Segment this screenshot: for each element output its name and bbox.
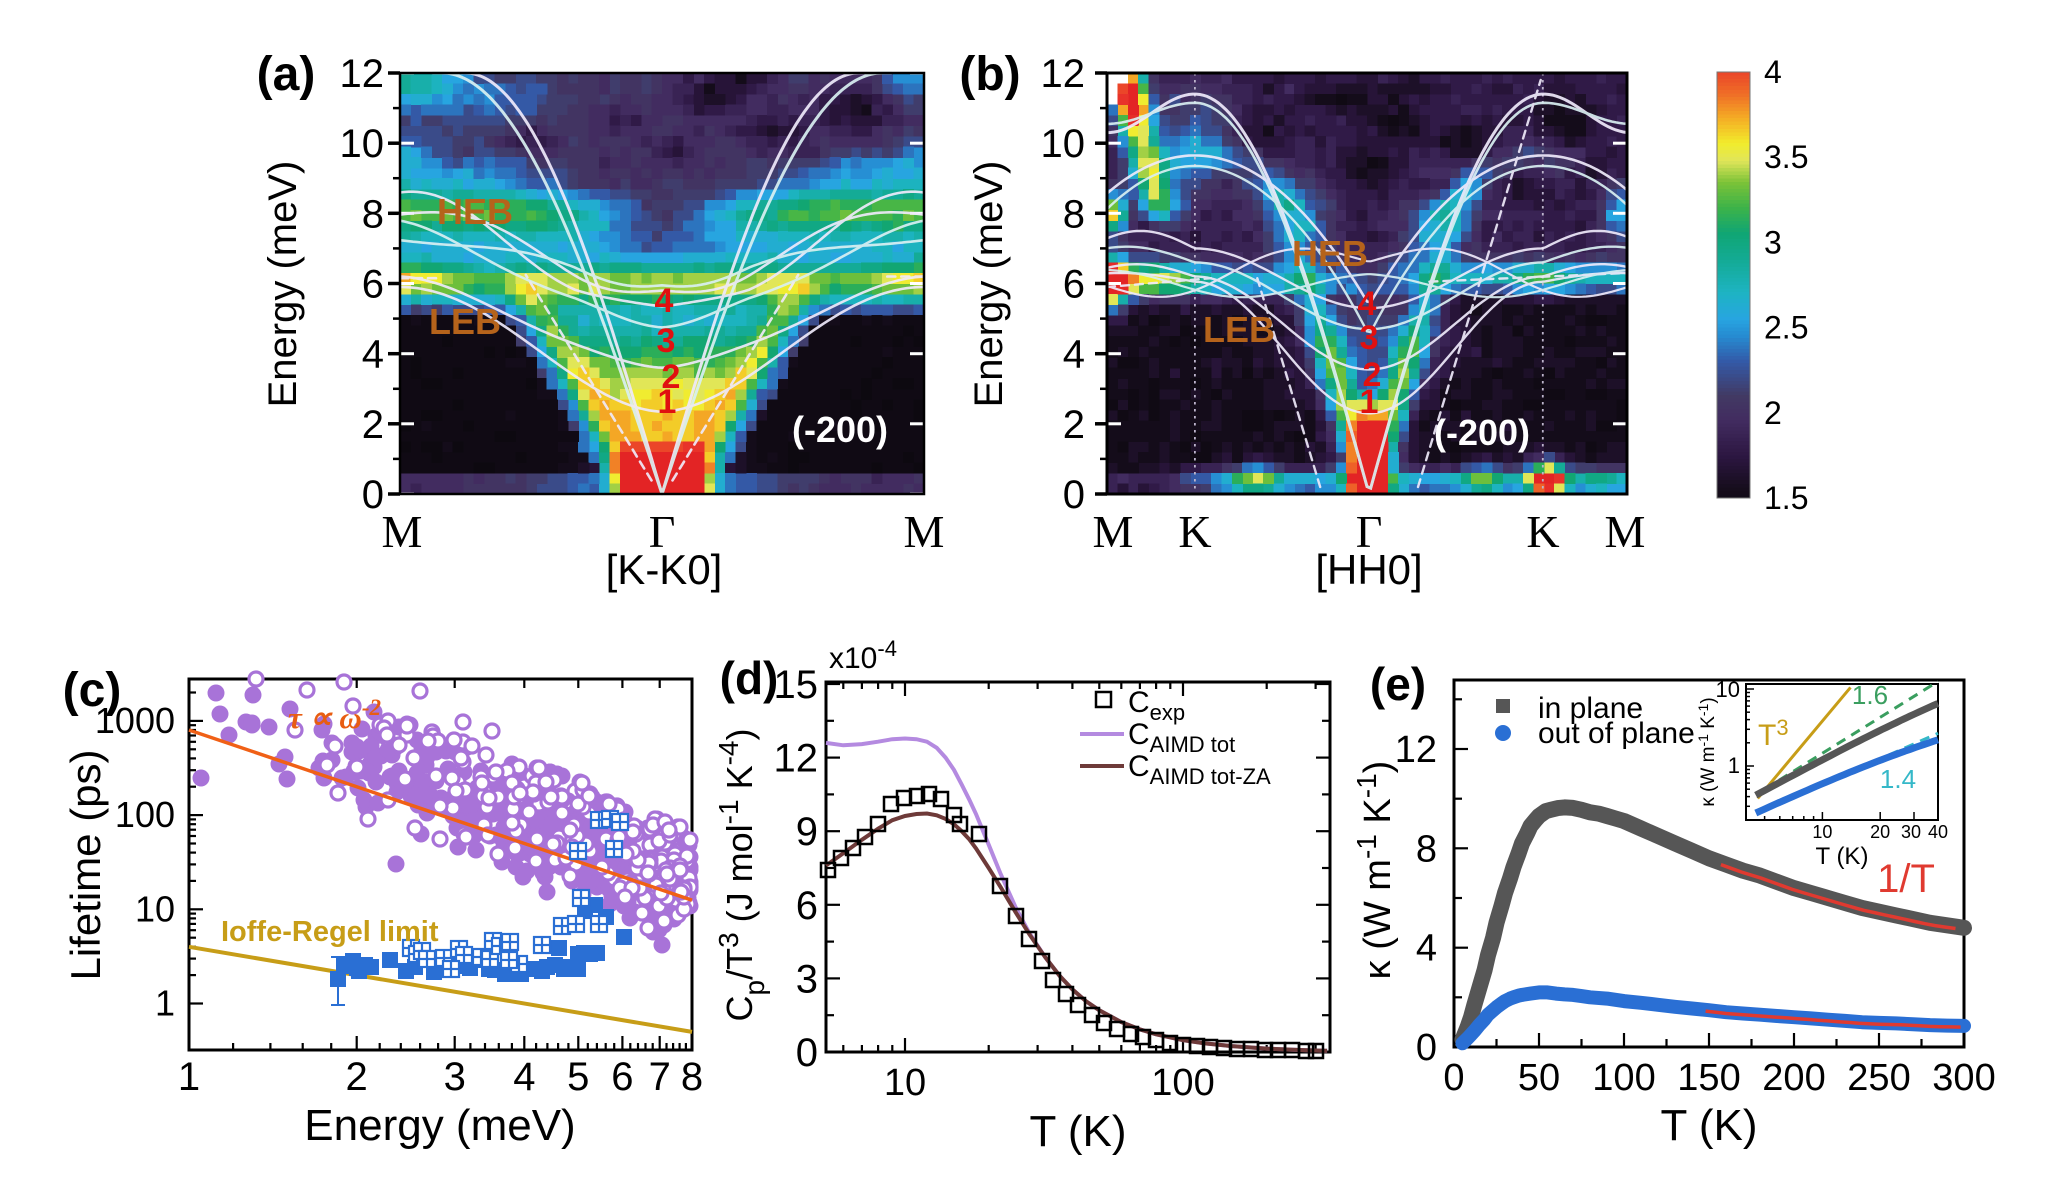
svg-text:LEB: LEB (429, 301, 501, 342)
svg-text:3: 3 (796, 957, 818, 1001)
svg-text:Energy (meV): Energy (meV) (261, 161, 305, 408)
svg-text:7: 7 (649, 1055, 671, 1099)
svg-text:4: 4 (513, 1055, 535, 1099)
svg-text:30: 30 (1901, 822, 1921, 842)
svg-text:2: 2 (1363, 356, 1382, 394)
svg-text:2.5: 2.5 (1764, 310, 1808, 346)
svg-text:1.6: 1.6 (1852, 680, 1888, 710)
svg-text:3.5: 3.5 (1764, 139, 1808, 175)
svg-text:out of plane: out of plane (1538, 717, 1695, 750)
svg-text:Ioffe-Regel limit: Ioffe-Regel limit (221, 916, 439, 948)
svg-text:10: 10 (1041, 122, 1086, 166)
svg-text:0: 0 (1063, 473, 1085, 517)
svg-text:M: M (904, 506, 945, 557)
svg-text:2: 2 (346, 1055, 368, 1099)
svg-text:3: 3 (657, 322, 676, 360)
svg-text:(-200): (-200) (1434, 412, 1530, 453)
svg-text:40: 40 (1928, 822, 1948, 842)
svg-text:8: 8 (1416, 828, 1437, 870)
svg-text:Energy (meV): Energy (meV) (304, 1101, 575, 1150)
svg-text:9: 9 (796, 810, 818, 854)
svg-text:(c): (c) (63, 664, 122, 717)
svg-text:6: 6 (611, 1055, 633, 1099)
svg-text:2: 2 (1764, 395, 1782, 431)
svg-text:12: 12 (340, 52, 385, 96)
svg-text:200: 200 (1762, 1057, 1825, 1099)
svg-text:T (K): T (K) (1816, 843, 1869, 870)
svg-text:(a): (a) (257, 48, 316, 101)
svg-text:2: 2 (362, 403, 384, 447)
svg-text:1/T: 1/T (1877, 857, 1935, 901)
svg-text:50: 50 (1518, 1057, 1560, 1099)
svg-text:15: 15 (774, 663, 819, 707)
svg-text:Γ: Γ (1356, 506, 1383, 557)
svg-text:(-200): (-200) (792, 409, 888, 450)
svg-text:M: M (1093, 506, 1134, 557)
svg-text:4: 4 (1358, 285, 1377, 323)
svg-text:8: 8 (362, 192, 384, 236)
svg-text:100: 100 (1151, 1062, 1214, 1104)
svg-text:1: 1 (178, 1055, 200, 1099)
svg-text:0: 0 (796, 1031, 818, 1075)
svg-text:10: 10 (884, 1062, 926, 1104)
svg-text:LEB: LEB (1203, 309, 1275, 350)
svg-text:4: 4 (655, 282, 674, 320)
svg-text:3: 3 (444, 1055, 466, 1099)
svg-text:3: 3 (1360, 319, 1379, 357)
svg-text:[HH0]: [HH0] (1315, 546, 1422, 593)
svg-text:10: 10 (340, 122, 385, 166)
svg-text:10: 10 (1716, 677, 1740, 702)
svg-text:M: M (1605, 506, 1646, 557)
svg-text:4: 4 (362, 333, 384, 377)
svg-text:(b): (b) (959, 48, 1020, 101)
svg-text:6: 6 (362, 263, 384, 307)
svg-text:300: 300 (1932, 1057, 1995, 1099)
svg-text:20: 20 (1870, 822, 1890, 842)
svg-text:T (K): T (K) (1661, 1101, 1758, 1150)
svg-text:K: K (1178, 506, 1211, 557)
svg-text:4: 4 (1416, 928, 1437, 970)
svg-text:T (K): T (K) (1030, 1107, 1127, 1156)
svg-text:K: K (1526, 506, 1559, 557)
svg-text:100: 100 (1592, 1057, 1655, 1099)
svg-text:[K-K0]: [K-K0] (606, 546, 723, 593)
svg-text:4: 4 (1063, 333, 1085, 377)
svg-text:1: 1 (155, 983, 175, 1024)
svg-text:HEB: HEB (437, 191, 513, 232)
svg-text:3: 3 (1764, 224, 1782, 260)
svg-text:1: 1 (1360, 383, 1379, 421)
svg-text:2: 2 (1063, 403, 1085, 447)
svg-text:12: 12 (1041, 52, 1086, 96)
svg-text:8: 8 (681, 1055, 703, 1099)
svg-text:10: 10 (135, 888, 175, 929)
svg-text:10: 10 (1812, 822, 1832, 842)
svg-text:(e): (e) (1370, 658, 1426, 710)
svg-text:4: 4 (1764, 54, 1782, 90)
svg-text:12: 12 (774, 737, 819, 781)
svg-text:1000: 1000 (95, 700, 175, 741)
svg-text:M: M (382, 506, 423, 557)
svg-text:100: 100 (115, 794, 175, 835)
svg-text:1.4: 1.4 (1880, 764, 1916, 794)
svg-text:1: 1 (1728, 753, 1740, 778)
svg-text:in plane: in plane (1538, 692, 1643, 725)
svg-text:5: 5 (567, 1055, 589, 1099)
svg-text:250: 250 (1847, 1057, 1910, 1099)
svg-text:Lifetime (ps): Lifetime (ps) (62, 749, 109, 980)
svg-text:0: 0 (1416, 1027, 1437, 1069)
svg-text:6: 6 (796, 884, 818, 928)
svg-text:12: 12 (1395, 729, 1437, 771)
svg-text:0: 0 (362, 473, 384, 517)
svg-text:1.5: 1.5 (1764, 480, 1808, 516)
svg-text:2: 2 (662, 358, 681, 396)
svg-text:HEB: HEB (1292, 233, 1368, 274)
svg-text:0: 0 (1443, 1057, 1464, 1099)
svg-text:150: 150 (1677, 1057, 1740, 1099)
svg-text:6: 6 (1063, 263, 1085, 307)
svg-text:(d): (d) (720, 652, 779, 704)
svg-text:Energy (meV): Energy (meV) (967, 161, 1011, 408)
svg-text:1: 1 (658, 383, 677, 421)
svg-text:Γ: Γ (649, 506, 676, 557)
svg-text:8: 8 (1063, 192, 1085, 236)
